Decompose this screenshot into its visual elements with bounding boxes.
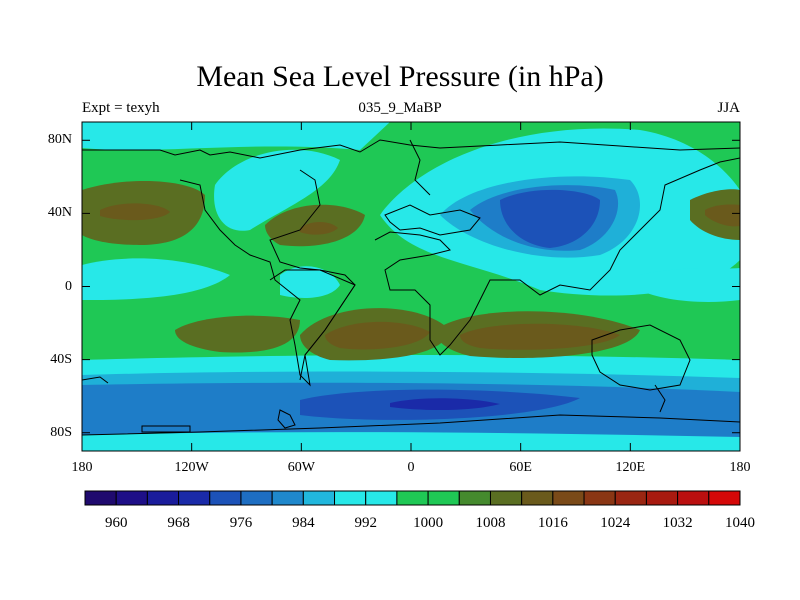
colorbar-label: 992 [354, 515, 377, 531]
colorbar-swatch [365, 490, 398, 506]
colorbar-swatch [178, 490, 211, 506]
contour-cyan-north-atlantic [214, 149, 340, 231]
colorbar-label: 1024 [600, 515, 631, 531]
contour-arctic-cyan [82, 122, 390, 150]
contour-cyan-equator-pacific [82, 258, 230, 300]
colorbar-label: 984 [292, 515, 315, 531]
colorbar-swatch [146, 490, 180, 506]
lat-tick-label: 40N [47, 205, 72, 221]
season-label: JJA [717, 100, 740, 116]
axis-ticks [81, 122, 741, 451]
lat-tick-label: 40S [50, 351, 72, 367]
colorbar-swatch [209, 490, 242, 506]
colorbar-label: 976 [229, 515, 253, 531]
lon-tick-label: 0 [407, 460, 415, 475]
lon-tick-label: 180 [729, 460, 751, 475]
lon-tick-label: 180 [71, 460, 93, 475]
contour-brown-west-pacific [705, 204, 740, 227]
lon-tick-label: 60W [287, 460, 315, 475]
contour-olive-south-pacific [175, 315, 300, 353]
colorbar-swatch [84, 490, 117, 506]
contour-darkerblue-southern [390, 398, 500, 411]
colorbar-swatch [645, 490, 679, 506]
colorbar-swatch [302, 490, 336, 506]
colorbar-swatch [427, 490, 460, 506]
colorbar-swatch [521, 490, 554, 506]
colorbar-label: 968 [167, 515, 190, 531]
colorbar-swatch [614, 490, 647, 506]
contour-brown-north-atlantic [300, 222, 338, 235]
colorbar-swatch [240, 490, 273, 506]
colorbar-swatch [677, 490, 710, 506]
colorbar-label: 1032 [662, 515, 693, 531]
colorbar-swatch [115, 490, 148, 506]
contour-cyan-south-america [280, 266, 340, 298]
lon-tick-label: 120W [174, 460, 209, 475]
colorbar-label: 1040 [725, 515, 755, 531]
contour-cyan-west-pacific [640, 268, 740, 302]
colorbar-swatch [583, 490, 616, 506]
colorbar-label: 1000 [413, 515, 444, 531]
colorbar-swatch [552, 490, 585, 506]
lat-tick-label: 80S [50, 424, 72, 440]
colorbar-swatch [708, 490, 741, 506]
colorbar-swatch [271, 490, 304, 506]
period-label: 035_9_MaBP [358, 100, 442, 116]
lon-tick-label: 60E [509, 460, 532, 475]
colorbar-label: 960 [104, 515, 128, 531]
contour-antarctic-cyan [82, 432, 740, 451]
contour-brown-north-pacific [100, 203, 170, 221]
colorbar-swatch [458, 490, 491, 506]
lat-tick-label: 80N [47, 132, 72, 148]
coastlines [82, 139, 740, 436]
contour-brown-south-atlantic [325, 321, 430, 350]
lat-tick-label: 0 [65, 278, 72, 294]
contour-brown-indian-ocean [460, 323, 620, 350]
contour-deepblue-asia [500, 189, 600, 248]
colorbar-label: 1016 [537, 515, 568, 531]
plot-title: Mean Sea Level Pressure (in hPa) [196, 60, 604, 93]
experiment-label: Expt = texyh [82, 100, 160, 116]
colorbar-swatch [334, 490, 367, 506]
colorbar-swatch [489, 490, 523, 506]
colorbar-label: 1008 [475, 515, 506, 531]
colorbar-swatch [396, 490, 429, 506]
lon-tick-label: 120E [615, 460, 646, 475]
